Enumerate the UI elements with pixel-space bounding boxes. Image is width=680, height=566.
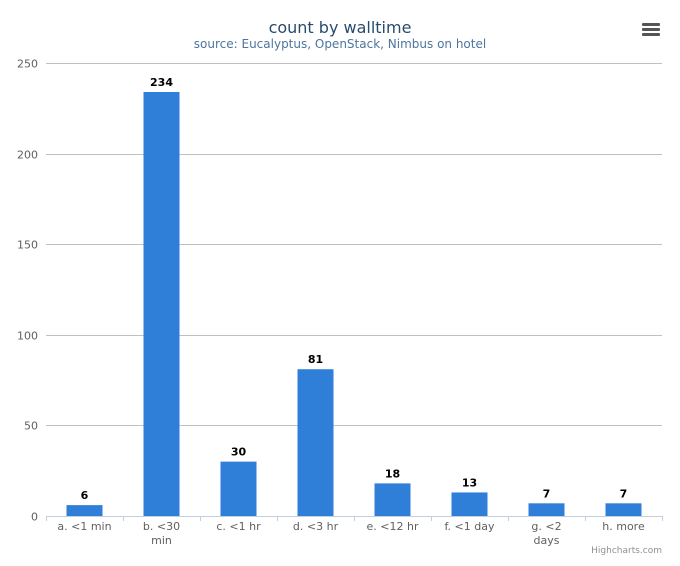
bar bbox=[220, 461, 257, 516]
chart-menu-button[interactable] bbox=[636, 16, 666, 42]
y-tick-label: 250 bbox=[17, 58, 38, 71]
chart-title: count by walltime bbox=[269, 18, 412, 37]
y-axis: 0 50 100 150 200 250 bbox=[17, 58, 38, 524]
bar bbox=[374, 483, 411, 516]
y-tick-label: 50 bbox=[24, 420, 38, 433]
data-label: 7 bbox=[620, 487, 628, 500]
data-label: 6 bbox=[81, 489, 89, 502]
x-tick-label: e. <12 hr bbox=[367, 520, 419, 533]
credits-link[interactable]: Highcharts.com bbox=[591, 546, 662, 556]
y-tick-label: 100 bbox=[17, 330, 38, 343]
data-label: 7 bbox=[543, 487, 551, 500]
data-label: 18 bbox=[385, 467, 400, 480]
x-axis: a. <1 min b. <30 min c. <1 hr d. <3 hr e. <12… bbox=[46, 516, 663, 547]
hamburger-menu-icon bbox=[642, 23, 660, 36]
x-tick-label: d. <3 hr bbox=[293, 520, 339, 533]
y-tick-label: 150 bbox=[17, 239, 38, 252]
bar bbox=[451, 492, 488, 516]
data-label: 234 bbox=[150, 76, 173, 89]
bar bbox=[605, 503, 642, 516]
data-labels: 6 234 30 81 18 13 7 7 bbox=[81, 76, 628, 502]
x-tick-label: b. <30 min bbox=[143, 520, 180, 547]
bar-series bbox=[66, 91, 642, 516]
y-tick-label: 200 bbox=[17, 149, 38, 162]
x-tick-label: g. <2 days bbox=[531, 520, 561, 547]
x-tick-label: a. <1 min bbox=[57, 520, 111, 533]
bar bbox=[66, 505, 103, 516]
bar bbox=[143, 91, 180, 516]
chart-subtitle: source: Eucalyptus, OpenStack, Nimbus on… bbox=[194, 37, 486, 51]
x-tick-label: h. more bbox=[602, 520, 645, 533]
y-tick-label: 0 bbox=[31, 511, 38, 524]
data-label: 30 bbox=[231, 446, 247, 459]
data-label: 81 bbox=[308, 353, 323, 366]
data-label: 13 bbox=[462, 476, 477, 489]
x-tick-label: c. <1 hr bbox=[216, 520, 261, 533]
bar bbox=[297, 369, 334, 516]
x-tick-label: f. <1 day bbox=[444, 520, 495, 533]
bar bbox=[528, 503, 565, 516]
